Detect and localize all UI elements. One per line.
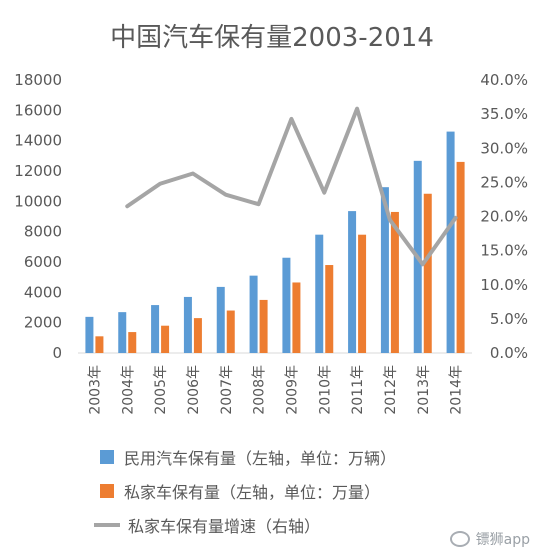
- legend-item-growth-rate: 私家车保有量增速（右轴）: [60, 508, 500, 542]
- chart-title: 中国汽车保有量2003-2014: [110, 23, 434, 53]
- category-label: 2007年: [219, 365, 235, 415]
- bar-civil: [380, 187, 389, 353]
- growth-rate-point: [389, 219, 391, 221]
- right-tick-label: 35.0%: [480, 105, 528, 123]
- category-label: 2008年: [252, 365, 268, 415]
- left-tick-label: 2000: [24, 314, 62, 332]
- bar-private: [226, 310, 235, 353]
- growth-rate-point: [290, 118, 292, 120]
- bar-private: [161, 325, 170, 353]
- left-tick-label: 14000: [14, 132, 62, 150]
- legend-swatch-civil: [100, 450, 114, 464]
- left-tick-label: 4000: [24, 283, 62, 301]
- legend-label-civil: 民用汽车保有量（左轴，单位：万辆）: [124, 449, 397, 468]
- bar-civil: [249, 275, 258, 353]
- legend-swatch-growth: [94, 523, 120, 527]
- growth-rate-point: [159, 183, 161, 185]
- bar-private: [325, 265, 334, 353]
- bar-private: [423, 193, 432, 353]
- category-label: 2005年: [153, 365, 169, 415]
- legend: 民用汽车保有量（左轴，单位：万辆） 私家车保有量（左轴，单位：万量） 私家车保有…: [60, 440, 500, 542]
- right-tick-label: 15.0%: [480, 242, 528, 260]
- right-tick-label: 40.0%: [480, 71, 528, 89]
- bar-civil: [348, 211, 357, 353]
- wechat-icon: [449, 531, 470, 547]
- bar-private: [259, 299, 268, 353]
- bar-civil: [118, 312, 127, 353]
- growth-rate-point: [356, 108, 358, 110]
- bar-private: [292, 282, 301, 353]
- right-tick-label: 10.0%: [480, 276, 528, 294]
- right-tick-label: 30.0%: [480, 139, 528, 157]
- bar-private: [456, 161, 465, 353]
- right-tick-label: 20.0%: [480, 208, 528, 226]
- growth-rate-point: [258, 203, 260, 205]
- left-axis: 0 2000 4000 6000 8000 10000 12000 14000 16000 180…: [14, 71, 62, 362]
- right-tick-label: 5.0%: [490, 310, 528, 328]
- bar-civil: [282, 257, 291, 353]
- left-tick-label: 8000: [24, 223, 62, 241]
- growth-rate-point: [225, 194, 227, 196]
- bar-private: [128, 332, 137, 353]
- growth-rate-line: [125, 106, 458, 267]
- category-label: 2013年: [416, 365, 432, 415]
- growth-rate-point: [126, 205, 128, 207]
- watermark: 镖狮app: [449, 529, 530, 549]
- bar-civil: [216, 286, 225, 353]
- left-tick-label: 12000: [14, 162, 62, 180]
- bar-civil: [446, 131, 455, 353]
- bar-civil: [315, 234, 324, 353]
- bar-private: [193, 318, 202, 353]
- watermark-text: 镖狮app: [475, 532, 530, 548]
- growth-rate-point: [192, 173, 194, 175]
- left-tick-label: 16000: [14, 101, 62, 119]
- category-label: 2003年: [87, 365, 103, 415]
- bar-civil: [151, 305, 160, 353]
- category-label: 2014年: [449, 365, 465, 415]
- left-tick-label: 18000: [14, 71, 62, 89]
- bar-private: [95, 336, 104, 353]
- category-label: 2012年: [383, 365, 399, 415]
- left-tick-label: 6000: [24, 253, 62, 271]
- growth-rate-point: [455, 217, 457, 219]
- bar-civil: [85, 316, 94, 353]
- left-tick-label: 0: [52, 344, 62, 362]
- line-series: [125, 106, 458, 267]
- legend-item-civil-vehicles: 民用汽车保有量（左轴，单位：万辆）: [60, 440, 500, 474]
- left-tick-label: 10000: [14, 192, 62, 210]
- bar-private: [358, 234, 367, 353]
- category-label: 2009年: [284, 365, 300, 415]
- bar-civil: [183, 296, 192, 353]
- category-label: 2010年: [317, 365, 333, 415]
- legend-swatch-private: [100, 484, 114, 498]
- category-labels: 2003年 2004年 2005年 2006年 2007年 2008年 2009年 2010年…: [87, 365, 464, 415]
- category-label: 2011年: [350, 365, 366, 415]
- right-tick-label: 0.0%: [490, 344, 528, 362]
- chart: 中国汽车保有量2003-2014 0 2000 4000 6000 8000 10000 1…: [14, 23, 528, 415]
- right-tick-label: 25.0%: [480, 173, 528, 191]
- legend-item-private-cars: 私家车保有量（左轴，单位：万量）: [60, 474, 500, 508]
- right-axis: 0.0% 5.0% 10.0% 15.0% 20.0% 25.0% 30.0% 35.0% 40…: [480, 71, 528, 362]
- growth-rate-point: [422, 263, 424, 265]
- growth-rate-point: [323, 192, 325, 194]
- bar-private: [390, 211, 399, 353]
- legend-label-growth: 私家车保有量增速（右轴）: [128, 517, 321, 536]
- category-label: 2006年: [186, 365, 202, 415]
- category-label: 2004年: [120, 365, 136, 415]
- legend-label-private: 私家车保有量（左轴，单位：万量）: [124, 483, 381, 502]
